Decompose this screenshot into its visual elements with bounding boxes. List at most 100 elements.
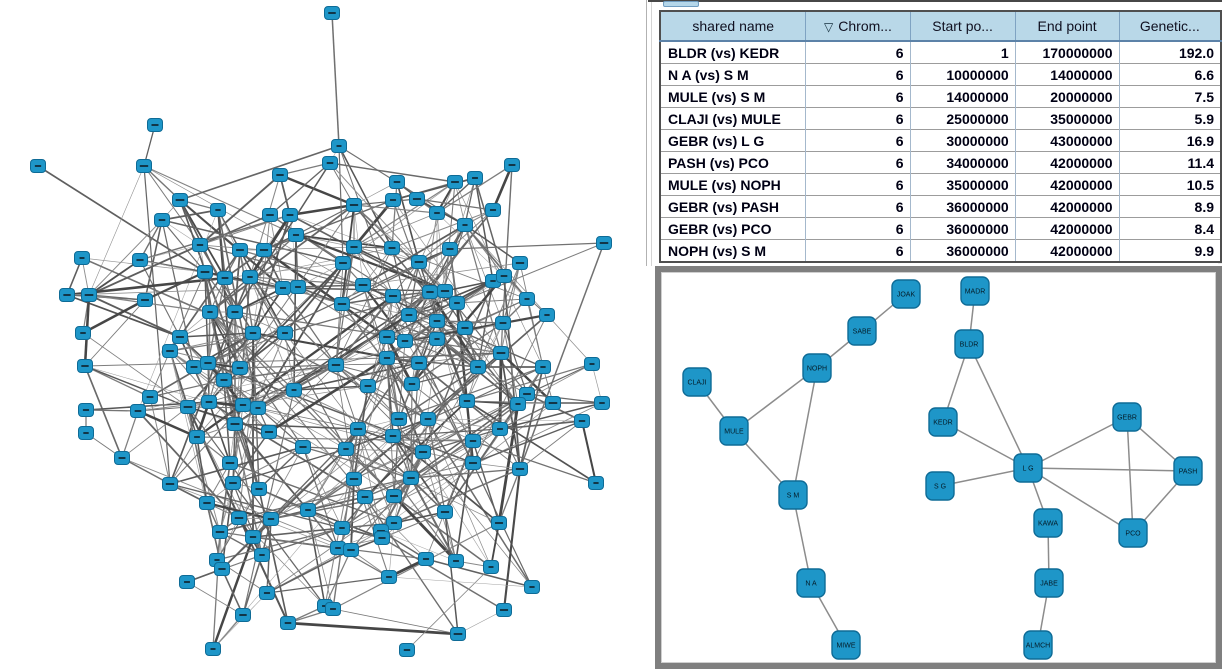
- network-edge[interactable]: [196, 332, 286, 438]
- network-edge[interactable]: [234, 311, 244, 406]
- network-edge[interactable]: [380, 530, 457, 562]
- network-node[interactable]: [202, 305, 218, 319]
- network-node[interactable]: [386, 489, 402, 503]
- cell-value[interactable]: 14000000: [909, 85, 1016, 108]
- network-node[interactable]: [328, 358, 344, 372]
- network-edge[interactable]: [82, 298, 146, 335]
- network-edge[interactable]: [88, 244, 201, 296]
- network-node[interactable]: [391, 412, 407, 426]
- cell-value[interactable]: 6: [805, 40, 910, 64]
- network-edge[interactable]: [338, 145, 393, 249]
- network-edge[interactable]: [169, 483, 343, 529]
- cell-value[interactable]: 6: [805, 63, 910, 86]
- network-edge[interactable]: [335, 303, 343, 366]
- network-edge[interactable]: [427, 418, 501, 430]
- network-node[interactable]: [201, 395, 217, 409]
- network-node[interactable]: [470, 360, 486, 374]
- network-edge[interactable]: [234, 287, 284, 313]
- network-edge[interactable]: [295, 204, 355, 236]
- cell-value[interactable]: 6.6: [1118, 63, 1221, 86]
- network-edge[interactable]: [289, 203, 355, 217]
- network-node[interactable]: [437, 284, 453, 298]
- network-node[interactable]: [199, 496, 215, 510]
- network-edge[interactable]: [137, 401, 210, 412]
- network-node[interactable]: [459, 394, 475, 408]
- network-node[interactable]: [147, 118, 163, 132]
- network-edge[interactable]: [386, 357, 479, 368]
- network-node[interactable]: [360, 379, 376, 393]
- network-edge[interactable]: [279, 173, 355, 207]
- network-node[interactable]: [162, 344, 178, 358]
- network-edge[interactable]: [410, 383, 413, 479]
- network-edge[interactable]: [332, 608, 459, 635]
- network-edge[interactable]: [137, 409, 198, 439]
- network-node-BLDR[interactable]: BLDR: [954, 329, 984, 359]
- network-node[interactable]: [242, 270, 258, 284]
- network-edge[interactable]: [269, 162, 331, 216]
- network-node[interactable]: [346, 198, 362, 212]
- filtered-network-canvas[interactable]: JOAK MADR SABE NOPH BLDR CLAJI MULE KEDR GEBR L G…: [655, 266, 1222, 669]
- network-edge[interactable]: [499, 402, 603, 430]
- network-edge[interactable]: [199, 214, 271, 246]
- cell-value[interactable]: 35000000: [909, 173, 1016, 196]
- network-node[interactable]: [259, 586, 275, 600]
- network-edge[interactable]: [219, 407, 259, 533]
- network-edge[interactable]: [464, 224, 528, 300]
- network-node-KEDR[interactable]: KEDR: [928, 407, 958, 437]
- network-edge[interactable]: [391, 181, 398, 249]
- cell-shared-name[interactable]: MULE (vs) S M: [659, 85, 806, 108]
- network-node[interactable]: [30, 159, 46, 173]
- network-edge[interactable]: [449, 242, 605, 250]
- cell-value[interactable]: 36000000: [909, 195, 1016, 218]
- cell-value[interactable]: 42000000: [1014, 151, 1120, 174]
- network-edge[interactable]: [436, 164, 513, 214]
- network-edge[interactable]: [392, 435, 446, 513]
- cell-value[interactable]: 6: [805, 129, 910, 152]
- network-edge[interactable]: [234, 162, 331, 313]
- network-node-PASH[interactable]: PASH: [1173, 456, 1203, 486]
- network-node-LG[interactable]: L G: [1013, 453, 1043, 483]
- cell-value[interactable]: 10000000: [909, 63, 1016, 86]
- network-edge[interactable]: [81, 257, 254, 334]
- network-node[interactable]: [78, 426, 94, 440]
- network-node[interactable]: [381, 570, 397, 584]
- network-node[interactable]: [492, 422, 508, 436]
- network-edge[interactable]: [490, 522, 500, 568]
- network-edge[interactable]: [464, 177, 476, 226]
- network-node[interactable]: [512, 462, 528, 476]
- network-node[interactable]: [235, 608, 251, 622]
- column-header-shared-name[interactable]: shared name: [659, 10, 807, 42]
- network-edge[interactable]: [422, 451, 533, 588]
- network-node[interactable]: [385, 429, 401, 443]
- network-edge[interactable]: [353, 212, 438, 248]
- network-node[interactable]: [449, 296, 465, 310]
- network-edge[interactable]: [287, 621, 459, 636]
- network-edge[interactable]: [362, 262, 521, 286]
- network-node[interactable]: [154, 213, 170, 227]
- network-edge-LG-PCO[interactable]: [1027, 467, 1134, 534]
- cell-value[interactable]: 36000000: [909, 239, 1016, 262]
- network-edge[interactable]: [207, 332, 286, 364]
- network-edge[interactable]: [239, 364, 337, 369]
- network-node[interactable]: [205, 642, 221, 656]
- network-edge[interactable]: [149, 350, 171, 398]
- network-node[interactable]: [290, 280, 306, 294]
- network-node[interactable]: [465, 456, 481, 470]
- network-node[interactable]: [245, 530, 261, 544]
- network-node[interactable]: [275, 281, 291, 295]
- cell-value[interactable]: 14000000: [1014, 63, 1120, 86]
- network-edge[interactable]: [391, 247, 451, 250]
- network-edge[interactable]: [169, 436, 198, 485]
- network-edge[interactable]: [161, 219, 206, 273]
- network-node[interactable]: [280, 616, 296, 630]
- network-node[interactable]: [277, 326, 293, 340]
- network-node[interactable]: [227, 305, 243, 319]
- network-edge[interactable]: [404, 313, 548, 343]
- network-edge[interactable]: [353, 204, 438, 214]
- network-edge[interactable]: [232, 446, 304, 484]
- network-edge[interactable]: [456, 298, 528, 304]
- network-node[interactable]: [418, 552, 434, 566]
- network-edge[interactable]: [332, 522, 500, 610]
- network-node[interactable]: [59, 288, 75, 302]
- network-edge[interactable]: [386, 357, 400, 420]
